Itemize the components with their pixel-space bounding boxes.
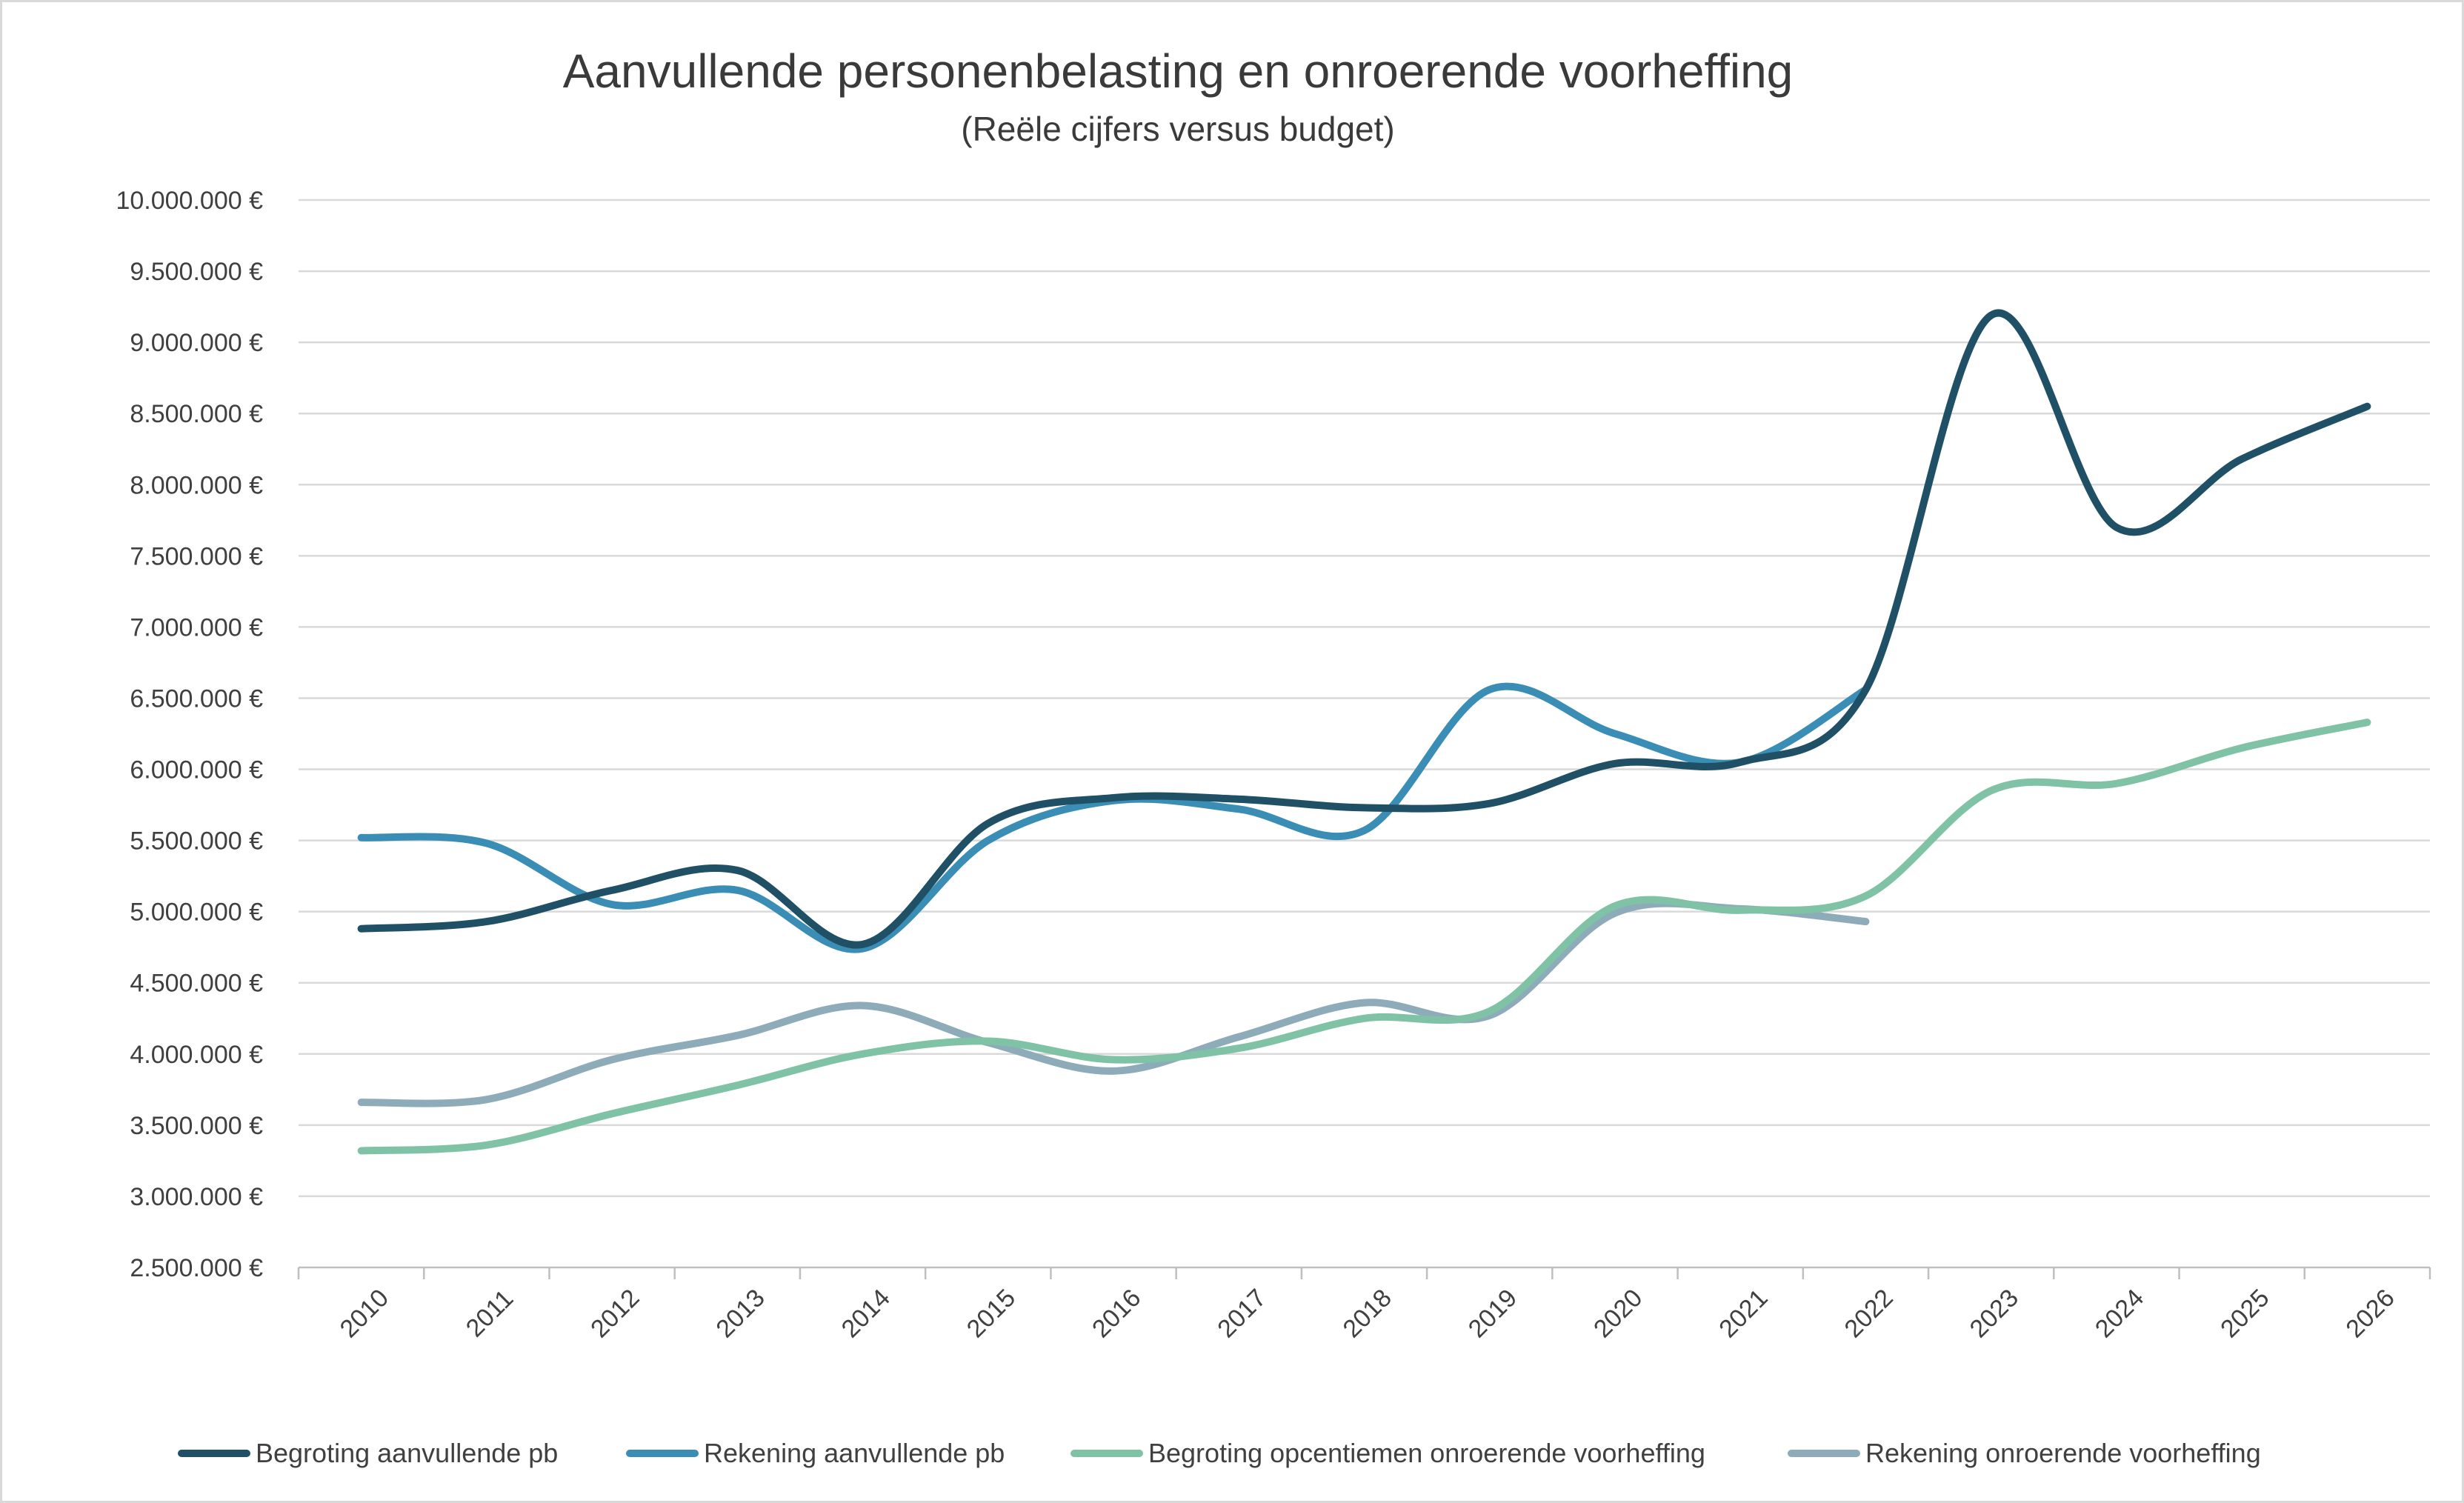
x-tick-label: 2022: [1839, 1284, 1898, 1343]
y-tick-label: 4.000.000 €: [130, 1041, 263, 1069]
x-tick-label: 2013: [710, 1284, 770, 1343]
y-tick-label: 10.000.000 €: [116, 187, 263, 215]
legend-label: Rekening onroerende voorheffing: [1865, 1438, 2261, 1468]
series-line-rekening-onroerende-voorheffing: [357, 899, 1870, 1107]
y-tick-label: 8.500.000 €: [130, 400, 263, 428]
x-tick-label: 2020: [1588, 1284, 1648, 1343]
y-tick-label: 7.500.000 €: [130, 542, 263, 570]
chart-title: Aanvullende personenbelasting en onroere…: [563, 44, 1794, 98]
series-line-begroting-aanvullende-pb: [357, 309, 2371, 949]
x-tick-label: 2017: [1212, 1284, 1271, 1343]
y-axis-labels: 10.000.000 € 9.500.000 € 9.000.000 € 8.500.…: [116, 187, 263, 1282]
y-tick-label: 8.000.000 €: [130, 471, 263, 499]
y-tick-label: 4.500.000 €: [130, 970, 263, 998]
x-tick-label: 2024: [2090, 1284, 2149, 1343]
x-tick-label: 2023: [1965, 1284, 2024, 1343]
y-tick-label: 3.500.000 €: [130, 1112, 263, 1140]
x-tick-label: 2010: [335, 1284, 394, 1343]
x-tick-label: 2019: [1463, 1284, 1522, 1343]
y-tick-label: 5.000.000 €: [130, 899, 263, 927]
chart-subtitle: (Reële cijfers versus budget): [961, 110, 1394, 148]
legend-label: Begroting aanvullende pb: [256, 1438, 558, 1468]
x-tick-label: 2012: [585, 1284, 645, 1343]
x-tick-label: 2016: [1087, 1284, 1146, 1343]
x-tick-label: 2018: [1338, 1284, 1397, 1343]
legend-label: Rekening aanvullende pb: [704, 1438, 1005, 1468]
y-tick-label: 2.500.000 €: [130, 1254, 263, 1282]
series-line-rekening-aanvullende-pb: [357, 682, 1870, 953]
y-tick-label: 3.000.000 €: [130, 1183, 263, 1211]
y-tick-label: 6.500.000 €: [130, 684, 263, 713]
series-line-begroting-opcentiemen-onroerende-voorheffing: [357, 719, 2371, 1155]
x-tick-label: 2025: [2215, 1284, 2274, 1343]
x-axis-labels: 2010 2011 2012 2013 2014 2015 2016 2017 2018 2019…: [335, 1284, 2400, 1343]
axes: [297, 1266, 2431, 1279]
x-tick-label: 2026: [2340, 1284, 2400, 1343]
legend-label: Begroting opcentiemen onroerende voorhef…: [1148, 1438, 1705, 1468]
x-tick-label: 2014: [836, 1284, 896, 1343]
gridlines: [299, 199, 2430, 1198]
y-tick-label: 5.500.000 €: [130, 827, 263, 856]
y-tick-label: 9.500.000 €: [130, 258, 263, 286]
x-tick-label: 2011: [461, 1284, 519, 1343]
series-lines: [357, 309, 2371, 1155]
y-tick-label: 9.000.000 €: [130, 329, 263, 357]
y-tick-label: 6.000.000 €: [130, 756, 263, 784]
x-tick-label: 2021: [1714, 1284, 1773, 1343]
x-tick-label: 2015: [962, 1284, 1021, 1343]
y-tick-label: 7.000.000 €: [130, 613, 263, 641]
legend: Begroting aanvullende pb Rekening aanvull…: [178, 1438, 2261, 1468]
